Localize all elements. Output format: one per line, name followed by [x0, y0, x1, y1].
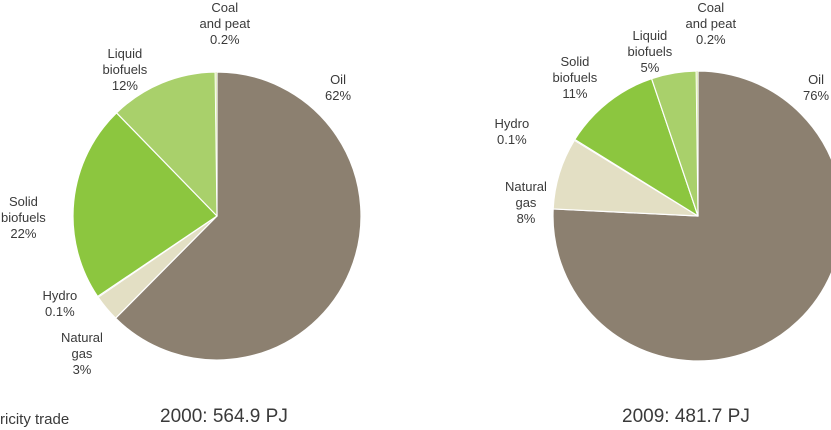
pie-label-line: 0.2%: [695, 32, 726, 47]
pie-label-line: Hydro: [494, 116, 530, 131]
pie-caption-2000: 2000: 564.9 PJ: [160, 406, 288, 427]
pie-label-line: and peat: [199, 16, 251, 31]
pie-label-line: biofuels: [627, 44, 673, 59]
pie-label-line: 5%: [640, 60, 660, 75]
pie-label-line: 0.2%: [209, 32, 240, 47]
pie-label-line: 62%: [325, 88, 352, 103]
pie-label-line: gas: [71, 346, 93, 361]
pie-label-line: 3%: [72, 362, 92, 377]
pie-label-line: Liquid: [632, 28, 668, 43]
pie-label-line: Oil: [330, 72, 346, 87]
pie-label-liquid-biofuels-2009: Liquid biofuels 5%: [628, 28, 673, 76]
pie-slice-coal-and-peat-2009: [695, 70, 699, 217]
footer-partial-text: ricity trade: [0, 411, 70, 428]
pie-label-line: 8%: [516, 211, 536, 226]
pie-label-solid-biofuels-2000: Solid biofuels 22%: [1, 194, 46, 242]
pie-slice-liquid-biofuels-2000: [115, 71, 218, 217]
pie-label-liquid-biofuels-2000: Liquid biofuels 12%: [103, 46, 148, 94]
pie-label-line: Oil: [808, 72, 824, 87]
pie-label-coal-and-peat-2000: Coal and peat 0.2%: [200, 0, 251, 48]
pie-label-oil-2009: Oil 76%: [803, 72, 829, 104]
pie-label-line: 12%: [111, 78, 138, 93]
pie-label-line: 11%: [562, 86, 588, 101]
pie-label-oil-2000: Oil 62%: [325, 72, 351, 104]
pie-slice-solid-biofuels-2000: [72, 112, 218, 298]
pie-label-line: Solid: [560, 54, 590, 69]
pie-label-line: 76%: [803, 88, 830, 103]
pie-label-line: 0.1%: [45, 304, 75, 319]
pie-label-line: biofuels: [1, 210, 46, 225]
pie-label-line: Solid: [8, 194, 38, 209]
pie-label-line: Coal: [697, 0, 725, 15]
pie-label-line: Coal: [211, 0, 239, 15]
pie-label-line: gas: [515, 195, 537, 210]
pie-label-line: biofuels: [102, 62, 148, 77]
pie-slice-oil-2000: [114, 71, 362, 361]
pie-label-line: and peat: [685, 16, 737, 31]
pie-label-natural-gas-2009: Natural gas 8%: [505, 179, 547, 227]
pie-caption-2009: 2009: 481.7 PJ: [622, 406, 750, 427]
pie-label-line: 0.1%: [497, 132, 527, 147]
pie-label-hydro-2009: Hydro 0.1%: [495, 116, 530, 148]
pie-slice-solid-biofuels-2009: [574, 78, 699, 217]
pie-label-line: Hydro: [42, 288, 78, 303]
pie-slice-coal-and-peat-2000: [214, 71, 218, 217]
pie-label-line: biofuels: [552, 70, 598, 85]
pie-label-hydro-2000: Hydro 0.1%: [43, 288, 78, 320]
pie-label-line: Liquid: [107, 46, 143, 61]
pie-label-line: 22%: [10, 226, 37, 241]
pie-label-line: Natural: [505, 179, 547, 194]
pie-label-line: Natural: [61, 330, 103, 345]
pie-label-solid-biofuels-2009: Solid biofuels 11%: [553, 54, 598, 102]
pie-label-natural-gas-2000: Natural gas 3%: [61, 330, 103, 378]
pie-label-coal-and-peat-2009: Coal and peat 0.2%: [686, 0, 737, 48]
